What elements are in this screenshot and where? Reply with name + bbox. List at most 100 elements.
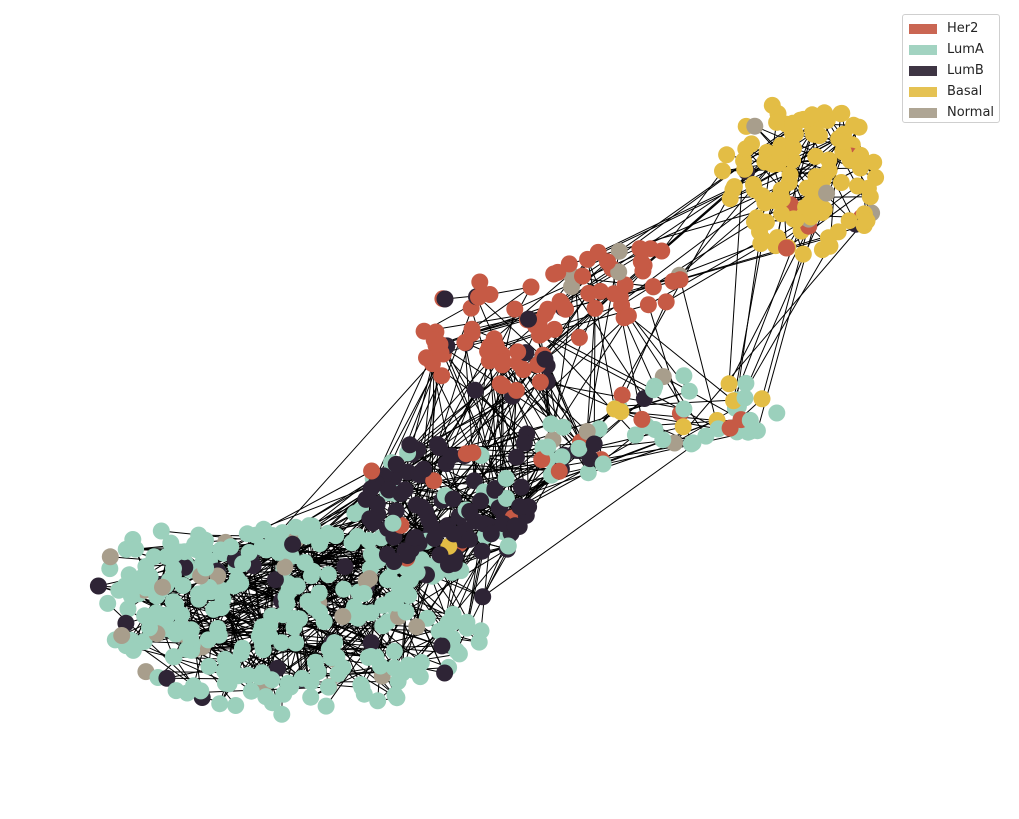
graph-node xyxy=(753,390,771,408)
node-layer xyxy=(89,96,885,723)
graph-node xyxy=(319,566,337,584)
graph-node xyxy=(479,342,497,360)
graph-node xyxy=(196,539,214,557)
graph-node xyxy=(465,472,483,490)
graph-node xyxy=(832,105,850,123)
legend-swatch-lumb xyxy=(909,65,937,76)
graph-node xyxy=(302,688,320,706)
graph-node xyxy=(859,179,877,197)
graph-node xyxy=(633,410,651,428)
graph-node xyxy=(152,522,170,540)
graph-node xyxy=(720,375,738,393)
graph-node xyxy=(270,543,287,561)
graph-node xyxy=(578,423,596,440)
graph-node xyxy=(757,213,775,231)
graph-node xyxy=(319,678,337,696)
graph-node xyxy=(393,664,411,682)
graph-node xyxy=(448,642,465,660)
graph-node xyxy=(585,435,603,453)
graph-node xyxy=(310,584,328,602)
graph-node xyxy=(368,495,386,513)
graph-node xyxy=(511,498,529,516)
graph-node xyxy=(216,662,234,680)
graph-node xyxy=(461,530,479,548)
graph-node xyxy=(539,438,557,456)
graph-edge xyxy=(421,363,433,475)
graph-node xyxy=(335,580,353,598)
graph-node xyxy=(644,278,662,296)
graph-node xyxy=(211,695,229,713)
graph-edge xyxy=(586,308,596,432)
graph-node xyxy=(89,577,107,595)
graph-node xyxy=(282,678,299,696)
graph-node xyxy=(684,434,702,452)
graph-node xyxy=(212,541,230,559)
graph-node xyxy=(563,278,580,296)
graph-edge xyxy=(587,259,616,410)
graph-node xyxy=(365,547,383,565)
graph-node xyxy=(773,205,791,223)
graph-node xyxy=(771,147,789,164)
graph-edge xyxy=(665,216,812,303)
graph-node xyxy=(167,682,185,700)
graph-node xyxy=(401,436,419,454)
graph-node xyxy=(127,540,145,558)
graph-node xyxy=(385,553,403,570)
graph-node xyxy=(512,478,530,496)
graph-node xyxy=(570,329,588,346)
graph-node xyxy=(433,367,451,385)
graph-node xyxy=(506,300,524,318)
graph-node xyxy=(99,594,117,612)
graph-node xyxy=(266,571,284,589)
graph-node xyxy=(818,184,836,202)
graph-edge xyxy=(661,170,723,252)
graph-node xyxy=(737,374,755,392)
graph-node xyxy=(463,320,481,338)
graph-node xyxy=(497,489,515,507)
graph-node xyxy=(499,537,517,555)
graph-node xyxy=(200,657,218,675)
graph-node xyxy=(675,367,693,385)
graph-node xyxy=(216,674,234,692)
graph-node xyxy=(353,679,371,696)
graph-node xyxy=(182,629,200,647)
graph-node xyxy=(570,439,588,457)
graph-node xyxy=(536,350,554,368)
graph-node xyxy=(610,242,628,260)
graph-node xyxy=(309,663,327,681)
graph-node xyxy=(274,606,292,624)
graph-node xyxy=(737,140,755,158)
graph-edge xyxy=(754,125,857,225)
graph-node xyxy=(336,558,354,576)
graph-node xyxy=(426,530,443,547)
graph-node xyxy=(545,265,563,283)
graph-node xyxy=(718,146,736,164)
graph-node xyxy=(531,373,549,391)
graph-node xyxy=(594,455,612,473)
graph-node xyxy=(234,555,252,573)
graph-node xyxy=(110,581,128,599)
graph-node xyxy=(545,320,563,338)
graph-node xyxy=(284,535,302,553)
graph-node xyxy=(680,382,698,400)
graph-node xyxy=(232,574,250,592)
graph-node xyxy=(458,613,476,631)
graph-node xyxy=(287,518,305,536)
graph-node xyxy=(439,614,457,632)
graph-node xyxy=(509,343,527,361)
graph-node xyxy=(190,590,208,608)
graph-node xyxy=(164,648,182,666)
graph-node xyxy=(674,418,692,436)
graph-node xyxy=(247,526,264,544)
graph-node xyxy=(639,296,657,314)
legend-swatch-her2 xyxy=(909,23,937,34)
legend-item-lumb: LumB xyxy=(909,60,993,81)
graph-node xyxy=(399,547,416,564)
graph-node xyxy=(653,242,671,260)
graph-node xyxy=(197,559,215,577)
graph-node xyxy=(834,132,852,150)
graph-edge xyxy=(512,293,590,397)
graph-node xyxy=(436,664,454,682)
graph-node xyxy=(697,427,715,445)
graph-node xyxy=(794,245,812,263)
